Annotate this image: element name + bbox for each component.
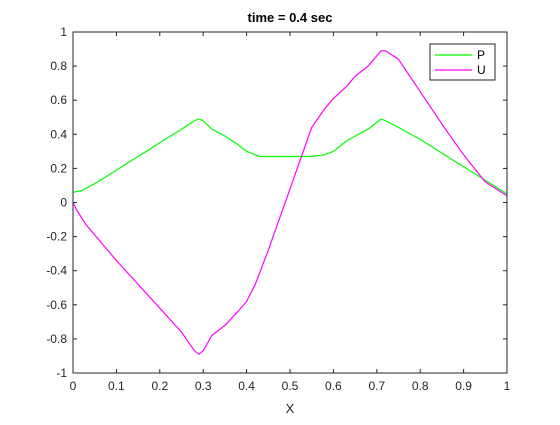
x-tick-label: 0.7 <box>368 379 385 393</box>
y-tick-label: 0.4 <box>50 127 67 141</box>
legend: PU <box>429 43 496 81</box>
series-line-p <box>72 118 508 195</box>
x-axis-ticks: 0 0.1 0.2 0.3 0.4 0.5 0.6 0.7 0.8 0.9 1 <box>70 32 511 393</box>
x-tick-label: 0.4 <box>238 379 255 393</box>
y-tick-label: -0.4 <box>46 264 67 278</box>
y-tick-label: 0 <box>60 196 67 210</box>
legend-label: P <box>477 48 485 62</box>
axes-box <box>72 31 508 374</box>
legend-box <box>429 43 496 81</box>
y-tick-label: -0.8 <box>46 332 67 346</box>
x-tick-label: 0.2 <box>151 379 168 393</box>
x-tick-label: 0.1 <box>108 379 125 393</box>
y-tick-label: 0.6 <box>50 93 67 107</box>
legend-label: U <box>477 63 486 77</box>
x-tick-label: 0.5 <box>282 379 299 393</box>
x-axis-label: X <box>286 401 295 416</box>
y-tick-label: -1 <box>56 366 67 380</box>
chart-title: time = 0.4 sec <box>248 10 333 25</box>
series-layer <box>72 50 508 355</box>
x-tick-label: 0 <box>70 379 77 393</box>
x-tick-label: 0.9 <box>455 379 472 393</box>
y-tick-label: -0.2 <box>46 230 67 244</box>
y-axis-ticks: -1 -0.8 -0.6 -0.4 -0.2 0 0.2 0.4 0.6 0.8 1 <box>46 25 507 380</box>
y-tick-label: 0.8 <box>50 59 67 73</box>
series-line-u <box>72 50 508 355</box>
y-tick-label: -0.6 <box>46 298 67 312</box>
x-tick-label: 0.8 <box>412 379 429 393</box>
y-tick-label: 1 <box>60 25 67 39</box>
y-tick-label: 0.2 <box>50 161 67 175</box>
x-tick-label: 0.6 <box>325 379 342 393</box>
plot-area <box>73 32 507 373</box>
x-tick-label: 1 <box>504 379 511 393</box>
x-tick-label: 0.3 <box>195 379 212 393</box>
